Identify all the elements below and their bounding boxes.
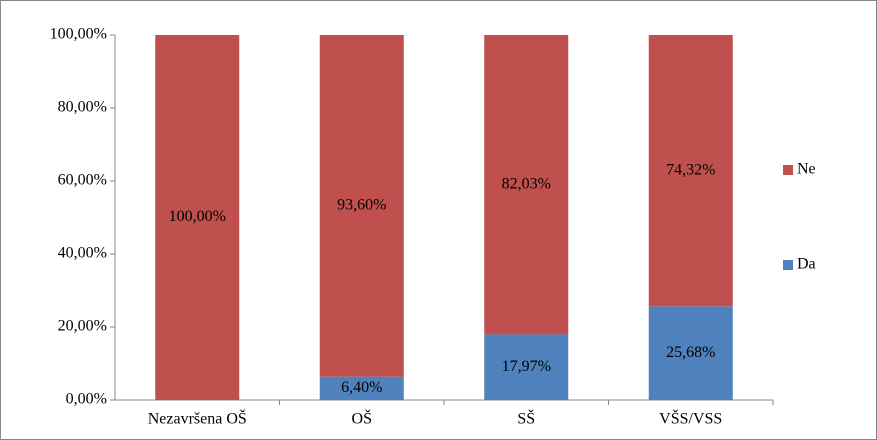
- data-label: 82,03%: [502, 175, 551, 192]
- x-tick-label: SŠ: [517, 409, 535, 428]
- data-label: 74,32%: [666, 161, 715, 178]
- x-tick-label: OŠ: [352, 409, 372, 428]
- bar-segment: [319, 35, 404, 377]
- bar-segment: [155, 35, 240, 400]
- y-tick-label: 20,00%: [58, 318, 107, 335]
- data-label: 100,00%: [169, 208, 226, 225]
- legend-label: Da: [797, 256, 816, 273]
- bar-segment: [648, 306, 733, 400]
- bar-segment: [319, 376, 404, 400]
- bar-segment: [484, 334, 569, 400]
- x-tick-label: Nezavršena OŠ: [148, 409, 247, 428]
- bar-segment: [648, 35, 733, 307]
- data-label: 25,68%: [666, 344, 715, 361]
- data-label: 17,97%: [502, 358, 551, 375]
- legend-label: Ne: [797, 161, 816, 178]
- x-tick-label: VŠS/VSS: [659, 409, 722, 428]
- data-label: 93,60%: [337, 196, 386, 213]
- bar-segment: [484, 35, 569, 335]
- y-tick-label: 0,00%: [66, 391, 107, 408]
- legend-swatch: [783, 165, 793, 175]
- y-tick-label: 100,00%: [50, 26, 107, 43]
- legend-swatch: [783, 260, 793, 270]
- y-tick-label: 60,00%: [58, 172, 107, 189]
- y-tick-label: 40,00%: [58, 245, 107, 262]
- data-label: 6,40%: [341, 379, 382, 396]
- y-tick-label: 80,00%: [58, 99, 107, 116]
